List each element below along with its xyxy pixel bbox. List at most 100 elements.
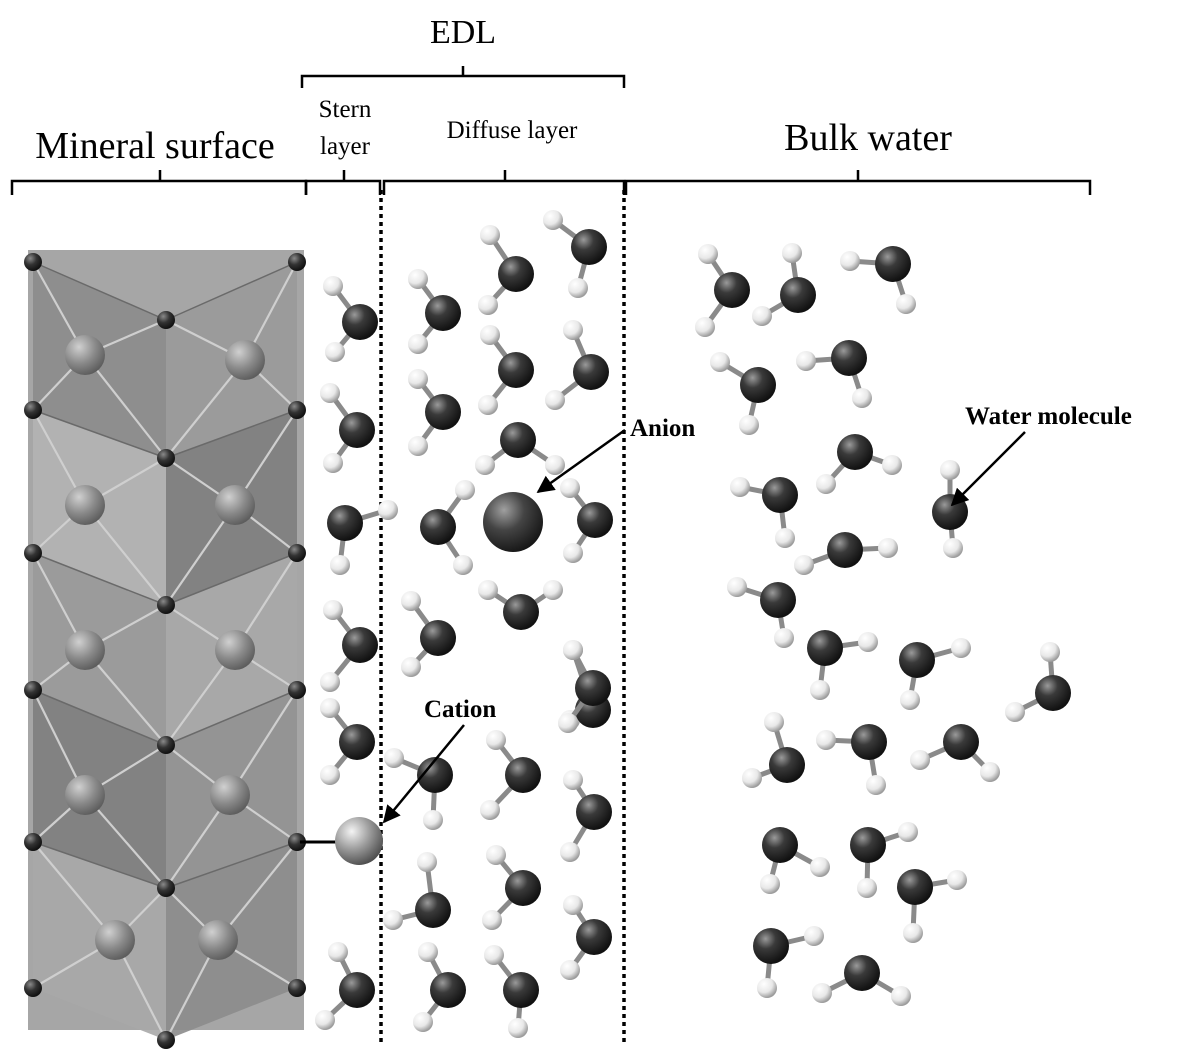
water-molecule bbox=[315, 942, 375, 1030]
water-molecule bbox=[816, 724, 887, 795]
oxygen-atom bbox=[327, 505, 363, 541]
mineral-bond bbox=[165, 359, 246, 459]
hydrogen-atom bbox=[383, 910, 403, 930]
hydrogen-atom bbox=[903, 923, 923, 943]
mineral-vertex-atom bbox=[24, 544, 42, 562]
water-molecule bbox=[752, 243, 816, 326]
hydrogen-atom bbox=[320, 383, 340, 403]
oxygen-atom bbox=[415, 892, 451, 928]
oxygen-atom bbox=[943, 724, 979, 760]
hydrogen-atom bbox=[940, 460, 960, 480]
mineral-vertex-atom bbox=[24, 401, 42, 419]
water-molecule bbox=[478, 225, 534, 315]
oxygen-atom bbox=[714, 272, 750, 308]
hydrogen-atom bbox=[563, 770, 583, 790]
mineral-vertex-atom bbox=[157, 1031, 175, 1049]
mineral-edge bbox=[32, 841, 167, 889]
water-molecule bbox=[910, 724, 1000, 782]
cation-label: Cation bbox=[424, 696, 496, 723]
hydrogen-atom bbox=[455, 480, 475, 500]
water-molecule bbox=[807, 630, 878, 700]
water-molecule bbox=[484, 945, 539, 1038]
water-molecule bbox=[478, 580, 563, 630]
hydrogen-atom bbox=[727, 577, 747, 597]
oxygen-atom bbox=[576, 794, 612, 830]
water-molecule bbox=[695, 244, 750, 337]
mineral-edge bbox=[165, 261, 298, 321]
mineral-vertex-atom bbox=[288, 833, 306, 851]
stern-label-line2: layer bbox=[320, 133, 371, 160]
water-molecule bbox=[320, 600, 378, 692]
oxygen-atom bbox=[505, 870, 541, 906]
hydrogen-atom bbox=[710, 352, 730, 372]
oxygen-atom bbox=[503, 972, 539, 1008]
mineral-metal-atom bbox=[198, 920, 238, 960]
mineral-vertex-atom bbox=[288, 544, 306, 562]
hydrogen-atom bbox=[840, 251, 860, 271]
mineral-metal-atom bbox=[65, 630, 105, 670]
hydrogen-atom bbox=[543, 580, 563, 600]
hydrogen-atom bbox=[882, 455, 902, 475]
mineral-vertex-atom bbox=[157, 449, 175, 467]
hydrogen-atom bbox=[543, 210, 563, 230]
water-molecule bbox=[812, 955, 911, 1006]
hydrogen-atom bbox=[480, 225, 500, 245]
water-molecule bbox=[710, 352, 776, 435]
hydrogen-atom bbox=[418, 942, 438, 962]
hydrogen-atom bbox=[947, 870, 967, 890]
hydrogen-atom bbox=[742, 768, 762, 788]
hydrogen-atom bbox=[475, 455, 495, 475]
hydrogen-atom bbox=[1005, 702, 1025, 722]
bulk-water-bracket bbox=[624, 170, 1092, 195]
hydrogen-atom bbox=[545, 455, 565, 475]
mineral-surface-label: Mineral surface bbox=[35, 125, 275, 167]
mineral-vertex-atom bbox=[157, 736, 175, 754]
oxygen-atom bbox=[844, 955, 880, 991]
mineral-bond bbox=[229, 689, 298, 796]
hydrogen-atom bbox=[812, 983, 832, 1003]
hydrogen-atom bbox=[401, 657, 421, 677]
oxygen-atom bbox=[425, 394, 461, 430]
oxygen-atom bbox=[762, 477, 798, 513]
oxygen-atom bbox=[420, 620, 456, 656]
hydrogen-atom bbox=[478, 395, 498, 415]
mineral-bond bbox=[84, 504, 167, 606]
water-molecule bbox=[384, 748, 453, 830]
hydrogen-atom bbox=[478, 295, 498, 315]
oxygen-atom bbox=[760, 582, 796, 618]
mineral-metal-atom bbox=[65, 775, 105, 815]
hydrogen-atom bbox=[858, 632, 878, 652]
water-molecule bbox=[727, 577, 796, 648]
water-molecule bbox=[482, 845, 541, 930]
hydrogen-atom bbox=[857, 878, 877, 898]
mineral-edge bbox=[32, 261, 167, 321]
hydrogen-atom bbox=[560, 478, 580, 498]
hydrogen-atom bbox=[810, 680, 830, 700]
hydrogen-atom bbox=[480, 325, 500, 345]
hydrogen-atom bbox=[478, 580, 498, 600]
hydrogen-atom bbox=[558, 713, 578, 733]
water-molecule bbox=[408, 269, 461, 354]
water-molecule bbox=[850, 822, 918, 898]
mineral-vertex-atom bbox=[24, 253, 42, 271]
hydrogen-atom bbox=[980, 762, 1000, 782]
water-molecule-arrow bbox=[950, 431, 1026, 507]
oxygen-atom bbox=[339, 724, 375, 760]
water-molecule bbox=[560, 770, 612, 862]
mineral-vertex-atom bbox=[24, 833, 42, 851]
hydrogen-atom bbox=[764, 712, 784, 732]
hydrogen-atom bbox=[752, 306, 772, 326]
hydrogen-atom bbox=[810, 857, 830, 877]
water-molecule bbox=[545, 320, 609, 410]
mineral-vertex-atom bbox=[288, 681, 306, 699]
hydrogen-atom bbox=[408, 436, 428, 456]
water-molecule bbox=[560, 895, 612, 980]
water-molecule bbox=[480, 730, 541, 820]
oxygen-atom bbox=[837, 434, 873, 470]
hydrogen-atom bbox=[794, 555, 814, 575]
water-molecule bbox=[327, 500, 398, 575]
mineral-vertex-atom bbox=[288, 253, 306, 271]
hydrogen-atom bbox=[484, 945, 504, 965]
mineral-edge bbox=[165, 841, 298, 889]
